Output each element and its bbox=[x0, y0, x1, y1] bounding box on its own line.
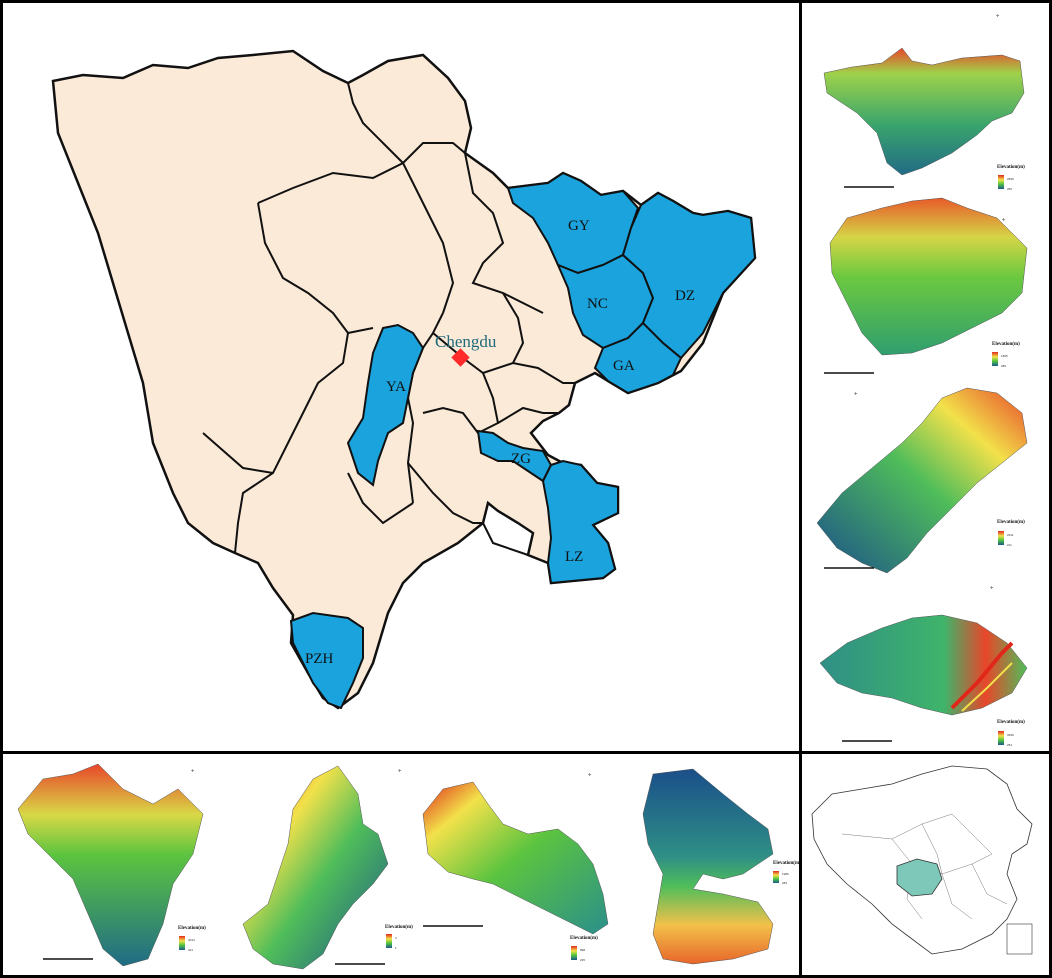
dem-map-nc: ✛ Elevation(m) 1865 289 bbox=[824, 197, 1028, 374]
svg-text:283: 283 bbox=[782, 881, 787, 885]
bottom-dem-panel: ✛ Elevation(m) 4034 321 ✛ Elevation(m) 3… bbox=[0, 751, 802, 978]
svg-text:2911: 2911 bbox=[1007, 533, 1014, 537]
svg-text:211: 211 bbox=[1007, 543, 1012, 547]
china-locator-svg bbox=[811, 765, 1033, 955]
label-nc: NC bbox=[587, 296, 608, 312]
svg-text:321: 321 bbox=[188, 948, 193, 952]
dem1-legend-title: Elevation(m) bbox=[997, 165, 1025, 170]
svg-text:254: 254 bbox=[1007, 743, 1012, 747]
dem-map-zg: ✛ Elevation(m) 898 235 bbox=[422, 772, 609, 962]
ya-region bbox=[346, 323, 425, 487]
svg-text:289: 289 bbox=[1001, 364, 1006, 368]
svg-text:4034: 4034 bbox=[188, 938, 195, 942]
svg-text:256: 256 bbox=[1007, 187, 1012, 191]
china-locator-panel bbox=[799, 751, 1052, 978]
dem3-legend-title: Elevation(m) bbox=[997, 520, 1025, 525]
dem8-legend-title: Elevation(m) bbox=[773, 861, 801, 866]
sichuan-map-panel: GY NC DZ GA YA ZG LZ PZH Chengdu bbox=[0, 0, 802, 754]
right-dem-panel: ✛ Elevation(m) 2839 256 ✛ Elevation(m) 1… bbox=[799, 0, 1052, 754]
svg-text:1865: 1865 bbox=[1001, 354, 1008, 358]
svg-text:✛: ✛ bbox=[1002, 217, 1006, 222]
right-dem-svg: ✛ Elevation(m) 2839 256 ✛ Elevation(m) 1… bbox=[816, 13, 1028, 747]
sichuan-highlight bbox=[896, 858, 943, 897]
dem-map-dz: ✛ Elevation(m) 2911 211 bbox=[816, 387, 1028, 574]
label-ga: GA bbox=[613, 358, 635, 374]
dz-region bbox=[621, 191, 757, 360]
dem-map-ya: ✛ Elevation(m) 3 1 bbox=[242, 765, 413, 970]
label-pzh: PZH bbox=[305, 651, 334, 667]
label-ya: YA bbox=[386, 379, 406, 395]
capital-label: Chengdu bbox=[435, 332, 497, 351]
dem2-legend-title: Elevation(m) bbox=[992, 342, 1020, 347]
label-lz: LZ bbox=[565, 549, 583, 565]
svg-text:✛: ✛ bbox=[398, 768, 402, 773]
svg-text:✛: ✛ bbox=[191, 768, 195, 773]
svg-text:✛: ✛ bbox=[854, 391, 858, 396]
svg-text:✛: ✛ bbox=[588, 772, 592, 777]
svg-text:1986: 1986 bbox=[782, 872, 789, 876]
pzh-region bbox=[289, 611, 364, 710]
bottom-dem-svg: ✛ Elevation(m) 4034 321 ✛ Elevation(m) 3… bbox=[17, 763, 801, 970]
dem5-legend-title: Elevation(m) bbox=[178, 926, 206, 931]
capital-marker bbox=[451, 348, 470, 367]
lz-region bbox=[541, 459, 619, 585]
svg-text:✛: ✛ bbox=[996, 13, 1000, 18]
svg-text:3499: 3499 bbox=[1007, 733, 1014, 737]
svg-text:3: 3 bbox=[395, 936, 397, 940]
label-zg: ZG bbox=[511, 451, 531, 467]
dem4-legend-title: Elevation(m) bbox=[997, 720, 1025, 725]
label-gy: GY bbox=[568, 218, 590, 234]
ga-region bbox=[593, 321, 683, 395]
svg-text:235: 235 bbox=[580, 958, 585, 962]
label-dz: DZ bbox=[675, 288, 695, 304]
dem-map-lz: Elevation(m) 1986 283 bbox=[642, 768, 801, 965]
dem-map-gy: ✛ Elevation(m) 2839 256 bbox=[823, 13, 1025, 191]
svg-text:1: 1 bbox=[395, 946, 397, 950]
dem-map-ga: ✛ Elevation(m) 3499 254 bbox=[819, 585, 1028, 747]
sichuan-map: GY NC DZ GA YA ZG LZ PZH Chengdu bbox=[51, 49, 757, 710]
dem6-legend-title: Elevation(m) bbox=[385, 925, 413, 930]
dem-map-pzh: ✛ Elevation(m) 4034 321 bbox=[17, 763, 206, 967]
svg-text:✛: ✛ bbox=[990, 585, 994, 590]
svg-text:2839: 2839 bbox=[1007, 177, 1014, 181]
svg-text:898: 898 bbox=[580, 948, 585, 952]
dem7-legend-title: Elevation(m) bbox=[570, 936, 598, 941]
